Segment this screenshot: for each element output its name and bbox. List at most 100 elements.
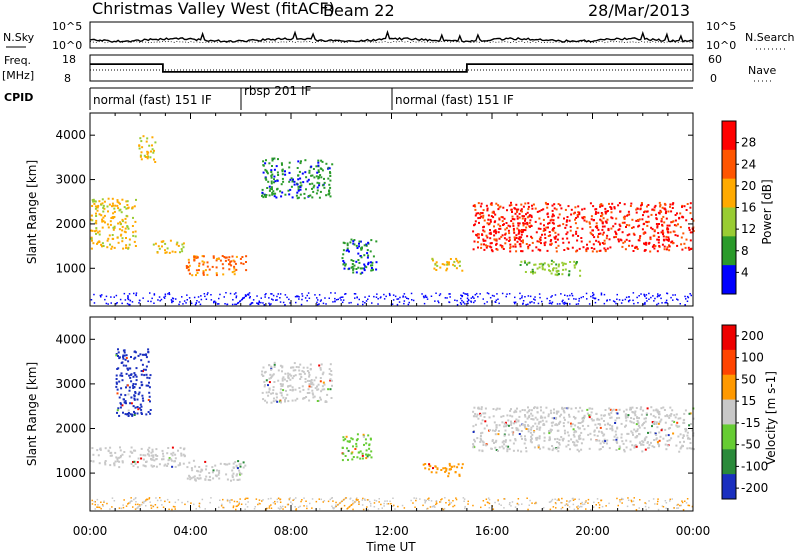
data-cell <box>181 501 183 504</box>
data-cell <box>116 392 119 395</box>
data-cell <box>343 498 345 501</box>
colorbar-swatch <box>722 374 736 401</box>
data-cell <box>128 303 130 306</box>
data-cell <box>647 446 650 449</box>
data-cell <box>280 195 283 198</box>
data-cell <box>162 458 165 461</box>
data-cell <box>555 502 557 505</box>
data-cell <box>548 231 551 233</box>
data-cell <box>677 223 679 226</box>
data-cell <box>664 302 666 304</box>
data-cell <box>568 501 570 503</box>
data-cell <box>656 238 659 241</box>
data-cell <box>112 228 115 231</box>
data-cell <box>435 501 438 503</box>
data-cell <box>113 500 116 502</box>
data-cell <box>303 197 306 200</box>
data-cell <box>268 162 271 165</box>
power-y-label: Slant Range [km] <box>25 160 39 264</box>
data-cell <box>282 180 285 183</box>
data-cell <box>482 216 485 219</box>
data-cell <box>477 233 480 236</box>
data-cell <box>329 498 331 501</box>
data-cell <box>605 210 608 213</box>
data-cell <box>610 227 613 230</box>
data-cell <box>353 502 355 504</box>
data-cell <box>481 419 484 422</box>
data-cell <box>183 300 186 302</box>
data-cell <box>653 209 656 212</box>
data-cell <box>535 502 538 505</box>
data-cell <box>479 414 482 417</box>
data-cell <box>279 388 282 391</box>
data-cell <box>626 505 629 508</box>
data-cell <box>563 418 566 421</box>
data-cell <box>119 223 122 226</box>
data-cell <box>342 439 345 442</box>
data-cell <box>321 373 324 376</box>
data-cell <box>150 464 153 467</box>
data-cell <box>121 225 124 228</box>
data-cell <box>209 479 212 482</box>
data-cell <box>541 268 544 271</box>
data-cell <box>149 400 151 403</box>
data-cell <box>307 292 310 294</box>
data-cell <box>485 246 488 249</box>
data-cell <box>600 499 603 501</box>
data-cell <box>162 506 165 508</box>
data-cell <box>267 498 270 500</box>
data-cell <box>254 506 256 508</box>
station-title: Christmas Valley West (fitACF) <box>92 0 335 18</box>
data-cell <box>610 416 613 419</box>
data-cell <box>156 251 159 254</box>
data-cell <box>120 393 123 396</box>
data-cell <box>573 435 576 438</box>
data-cell <box>323 181 326 184</box>
data-cell <box>554 498 556 500</box>
data-cell <box>203 261 206 264</box>
data-cell <box>269 373 272 376</box>
data-cell <box>590 233 593 235</box>
data-cell <box>306 180 309 183</box>
data-cell <box>306 507 308 510</box>
data-cell <box>644 502 646 504</box>
data-cell <box>232 299 234 301</box>
data-cell <box>521 437 523 440</box>
data-cell <box>656 303 658 306</box>
data-cell <box>687 437 689 440</box>
data-cell <box>319 167 322 170</box>
data-cell <box>619 210 622 213</box>
data-cell <box>318 364 321 367</box>
data-cell <box>361 499 364 501</box>
data-cell <box>131 384 134 387</box>
data-cell <box>413 497 415 499</box>
data-cell <box>432 467 434 470</box>
data-cell <box>302 370 305 373</box>
data-cell <box>144 500 147 502</box>
data-cell <box>597 299 600 301</box>
data-cell <box>119 449 122 452</box>
data-cell <box>257 302 259 305</box>
data-cell <box>290 185 293 188</box>
data-cell <box>646 407 649 410</box>
data-cell <box>548 448 551 451</box>
data-cell <box>631 244 634 247</box>
data-cell <box>185 302 187 304</box>
data-cell <box>666 444 669 447</box>
data-cell <box>666 230 669 233</box>
data-cell <box>132 216 134 219</box>
data-cell <box>526 235 529 238</box>
data-cell <box>533 298 535 300</box>
data-cell <box>435 269 438 271</box>
data-cell <box>581 208 584 211</box>
data-cell <box>665 217 668 220</box>
data-cell <box>284 304 286 306</box>
data-cell <box>604 409 607 411</box>
data-cell <box>151 448 154 451</box>
data-cell <box>529 431 532 434</box>
x-tick-label: 08:00 <box>274 524 309 538</box>
data-cell <box>308 399 311 402</box>
data-cell <box>526 223 529 226</box>
data-cell <box>308 371 310 374</box>
data-cell <box>329 175 332 177</box>
